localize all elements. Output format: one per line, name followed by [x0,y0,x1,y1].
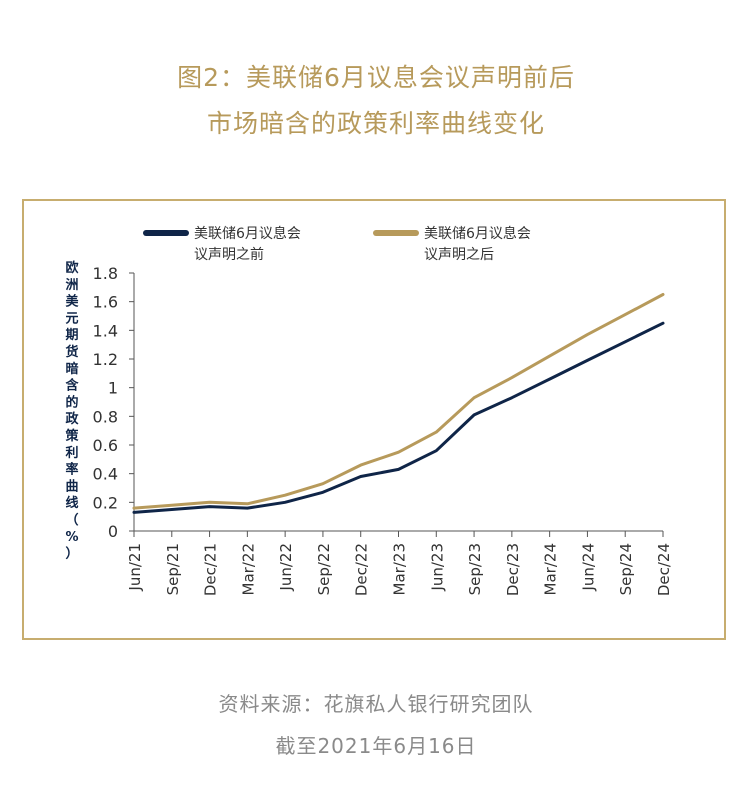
y-axis-label-char: 期 [65,328,78,343]
y-tick-label: 0.4 [93,465,118,484]
chart-frame [22,199,726,640]
y-axis-label-char: 政 [65,411,79,427]
y-axis-label-char: 元 [65,311,78,326]
y-axis-label-char: % [65,530,78,545]
y-axis-label-char: 美 [65,294,79,310]
y-tick-label: 0.8 [93,407,118,426]
chart-title-line2: 市场暗含的政策利率曲线变化 [206,109,545,138]
y-tick-label: 0 [108,522,118,541]
as-of-date-note: 截至2021年6月16日 [275,734,477,758]
y-tick-label: 1.2 [93,350,118,369]
series-line-before [132,321,665,514]
x-tick-label: Dec/21 [202,543,220,596]
y-axis-label-char: （ [65,512,78,528]
y-axis-label-char: 暗 [65,361,78,377]
x-tick-label: Mar/22 [239,543,257,595]
y-axis-label-char: 利 [65,445,78,461]
legend-label-line2: 议声明之前 [194,246,264,263]
source-note: 资料来源：花旗私人银行研究团队 [218,692,534,716]
y-axis-label-char: ） [65,546,78,562]
x-tick-label: Sep/22 [315,543,333,595]
y-axis-label-char: 欧 [65,260,78,276]
legend-label-line1: 美联储6月议息会 [194,225,301,242]
y-tick-label: 1 [108,379,118,398]
x-tick-label: Mar/23 [391,543,409,595]
series-line-after [132,293,665,510]
y-axis-label-char: 线 [65,495,78,511]
x-tick-label: Jun/24 [579,543,597,592]
x-tick-label: Jun/22 [277,543,295,592]
y-axis-label-char: 货 [65,344,78,360]
y-axis-label-char: 的 [65,394,78,410]
y-axis-label-char: 洲 [65,278,78,293]
y-tick-label: 1.6 [93,293,118,312]
x-tick-label: Mar/24 [542,543,560,595]
y-tick-label: 0.6 [93,436,118,455]
x-tick-label: Jun/21 [126,543,144,592]
x-tick-label: Sep/23 [466,543,484,595]
y-tick-label: 1.8 [93,264,118,283]
chart-title-line1: 图2：美联储6月议息会议声明前后 [177,63,575,92]
legend-label-line2: 议声明之后 [424,247,494,263]
y-axis-label-char: 含 [64,378,79,394]
y-axis-label-char: 策 [65,428,79,444]
x-tick-label: Dec/22 [353,543,371,596]
x-tick-label: Dec/24 [655,543,673,596]
x-tick-label: Dec/23 [504,543,522,596]
y-tick-label: 1.4 [93,321,118,340]
y-tick-label: 0.2 [93,493,118,512]
x-tick-label: Jun/23 [428,543,446,592]
y-axis-label-char: 曲 [65,478,78,494]
y-axis-label-char: 率 [65,462,78,478]
legend-label-line1: 美联储6月议息会 [424,225,531,242]
x-tick-label: Sep/24 [617,543,635,595]
x-tick-label: Sep/21 [164,543,182,595]
